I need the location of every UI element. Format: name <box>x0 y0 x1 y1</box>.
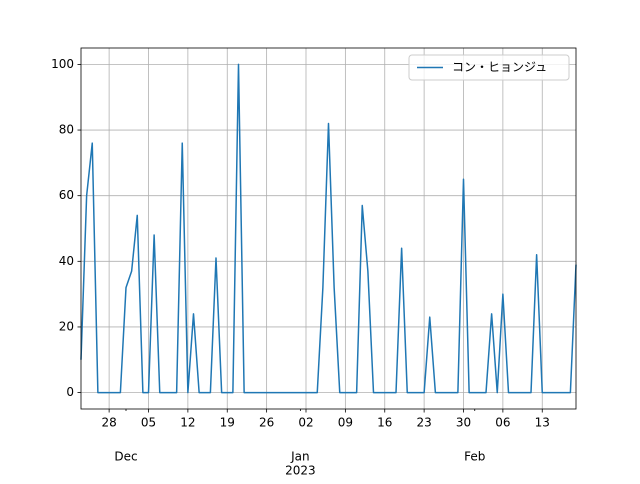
x-tick-label: 30 <box>456 416 471 430</box>
y-tick-label: 0 <box>66 385 74 399</box>
x-tick-label: 09 <box>338 416 353 430</box>
x-tick-label: 06 <box>495 416 510 430</box>
x-year-label: 2023 <box>285 464 316 478</box>
x-tick-label: 19 <box>220 416 235 430</box>
x-tick-label: 12 <box>180 416 195 430</box>
y-tick-label: 100 <box>51 57 74 71</box>
plot-area <box>81 48 576 409</box>
x-month-label: Dec <box>114 450 137 464</box>
legend-label: コン・ヒョンジュ <box>452 60 547 74</box>
x-tick-label: 05 <box>141 416 156 430</box>
y-tick-label: 60 <box>59 188 74 202</box>
series-line <box>80 63 577 394</box>
y-tick-label: 20 <box>59 319 74 333</box>
x-tick-label: 23 <box>416 416 431 430</box>
x-month-label: Jan <box>290 450 310 464</box>
x-tick-label: 16 <box>377 416 392 430</box>
y-tick-label: 40 <box>59 254 74 268</box>
x-month-label: Feb <box>464 450 485 464</box>
x-tick-label: 02 <box>298 416 313 430</box>
x-tick-label: 28 <box>101 416 116 430</box>
y-tick-label: 80 <box>59 123 74 137</box>
x-tick-label: 13 <box>535 416 550 430</box>
legend-box <box>408 54 570 81</box>
axes-frame <box>80 47 577 410</box>
x-tick-label: 26 <box>259 416 274 430</box>
